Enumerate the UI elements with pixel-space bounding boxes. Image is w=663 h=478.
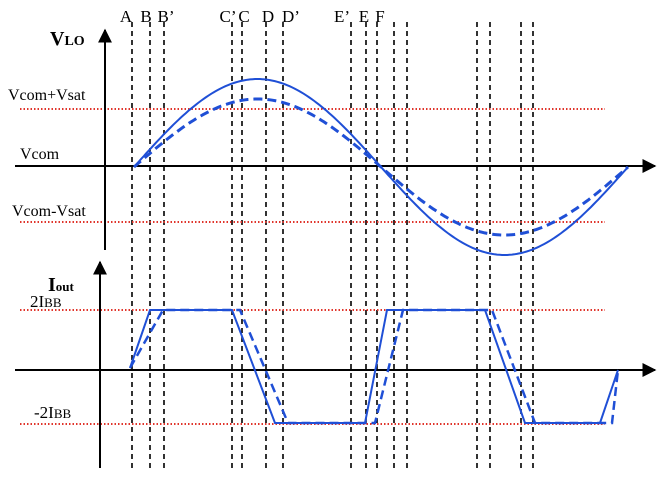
marker-label: B’ — [158, 7, 175, 26]
lower-sat-level-label: Vcom-Vsat — [12, 203, 86, 220]
vcom-level-label: Vcom — [20, 146, 60, 163]
iout-axis-title: Iout — [48, 274, 75, 296]
pos-2ibb-level-label: 2IBB — [30, 292, 62, 311]
vlo-waveforms — [133, 78, 629, 256]
marker-label: E — [359, 7, 369, 26]
marker-guide-lines — [131, 22, 534, 470]
marker-label: C’ — [220, 7, 237, 26]
marker-label: E’ — [334, 7, 350, 26]
marker-label: F — [375, 7, 384, 26]
marker-label: A — [120, 7, 133, 26]
iout-solid-waveform — [129, 309, 619, 424]
reference-levels — [20, 108, 605, 425]
vlo-axis-title: VLO — [50, 28, 85, 50]
neg-2ibb-level-label: -2IBB — [34, 403, 71, 422]
iout-dashed-waveform — [128, 308, 620, 425]
axes — [15, 28, 657, 468]
vlo-dashed-waveform — [133, 97, 629, 237]
upper-sat-level-label: Vcom+Vsat — [8, 87, 86, 104]
marker-label: D — [262, 7, 274, 26]
marker-labels: A B B’ C’ C D D’ E’ E F — [120, 7, 385, 26]
marker-label: C — [238, 7, 249, 26]
marker-label: D’ — [282, 7, 300, 26]
marker-label: B — [140, 7, 151, 26]
iout-waveforms — [128, 308, 620, 425]
